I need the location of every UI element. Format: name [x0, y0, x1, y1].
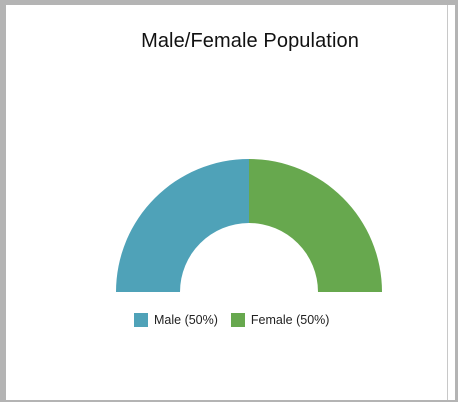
legend-item-male[interactable]: Male (50%)	[134, 313, 218, 327]
legend-item-female[interactable]: Female (50%)	[230, 313, 330, 327]
slice-male[interactable]	[116, 159, 249, 292]
legend-swatch-female	[230, 313, 245, 327]
chart-title: Male/Female Population	[141, 30, 359, 52]
legend-label-female: Female (50%)	[250, 313, 330, 327]
legend-label-male: Male (50%)	[154, 313, 218, 327]
legend-swatch-male	[134, 313, 148, 327]
slice-female[interactable]	[249, 159, 382, 292]
chart-legend: Male (50%) Female (50%)	[134, 313, 342, 327]
panel-divider	[447, 5, 448, 400]
